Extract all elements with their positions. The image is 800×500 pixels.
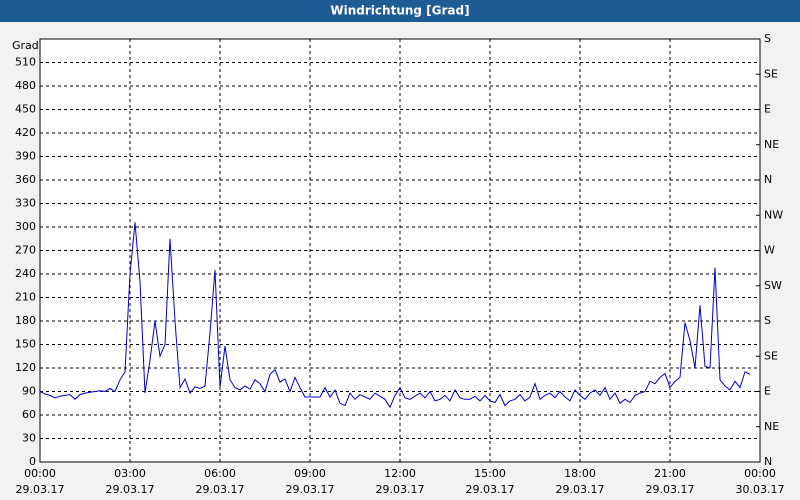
x-tick-label: 12:00 — [384, 467, 416, 480]
data-line — [39, 222, 751, 409]
y-tick-label: 30 — [22, 432, 36, 445]
y-tick-label: 300 — [15, 220, 36, 233]
y-tick-label: 510 — [15, 56, 36, 69]
y2-tick-label: SE — [764, 349, 778, 362]
y2-tick-label: NW — [764, 208, 783, 221]
chart-title: Windrichtung [Grad] — [330, 4, 469, 18]
y-tick-label: 90 — [22, 385, 36, 398]
x-tick-date: 29.03.17 — [376, 483, 425, 496]
x-tick-label: 15:00 — [474, 467, 506, 480]
y-tick-label: 270 — [15, 244, 36, 257]
x-tick-date: 29.03.17 — [646, 483, 695, 496]
y2-tick-label: N — [764, 173, 772, 186]
x-tick-label: 03:00 — [114, 467, 146, 480]
x-tick-date: 30.03.17 — [736, 483, 785, 496]
y-tick-label: 450 — [15, 103, 36, 116]
x-tick-date: 29.03.17 — [196, 483, 245, 496]
y-tick-label: 480 — [15, 79, 36, 92]
y-tick-label: 150 — [15, 338, 36, 351]
y-tick-label: 0 — [29, 455, 36, 468]
y-tick-label: 390 — [15, 150, 36, 163]
x-tick-date: 29.03.17 — [286, 483, 335, 496]
y2-tick-label: W — [764, 244, 775, 257]
y2-tick-label: S — [764, 32, 771, 45]
y2-tick-label: NE — [764, 138, 779, 151]
x-tick-label: 06:00 — [204, 467, 236, 480]
y-tick-label: 360 — [15, 173, 36, 186]
y-tick-label: 240 — [15, 267, 36, 280]
y2-tick-label: SW — [764, 279, 782, 292]
y-tick-label: 60 — [22, 408, 36, 421]
y-tick-label: 210 — [15, 291, 36, 304]
title-bar — [0, 0, 800, 22]
x-tick-label: 00:00 — [744, 467, 776, 480]
y-tick-label: 420 — [15, 126, 36, 139]
y-tick-label: 330 — [15, 197, 36, 210]
x-tick-date: 29.03.17 — [466, 483, 515, 496]
x-tick-date: 29.03.17 — [16, 483, 65, 496]
x-tick-label: 21:00 — [654, 467, 686, 480]
y2-tick-label: E — [764, 385, 771, 398]
y2-tick-label: NE — [764, 420, 779, 433]
y-tick-label: 120 — [15, 361, 36, 374]
y-axis-label: Grad — [12, 39, 39, 52]
y2-tick-label: N — [764, 455, 772, 468]
x-tick-label: 09:00 — [294, 467, 326, 480]
y2-tick-label: S — [764, 314, 771, 327]
x-tick-label: 18:00 — [564, 467, 596, 480]
y-tick-label: 180 — [15, 314, 36, 327]
x-tick-date: 29.03.17 — [106, 483, 155, 496]
x-tick-label: 00:00 — [24, 467, 56, 480]
y2-tick-label: E — [764, 103, 771, 116]
x-tick-date: 29.03.17 — [556, 483, 605, 496]
y2-tick-label: SE — [764, 67, 778, 80]
